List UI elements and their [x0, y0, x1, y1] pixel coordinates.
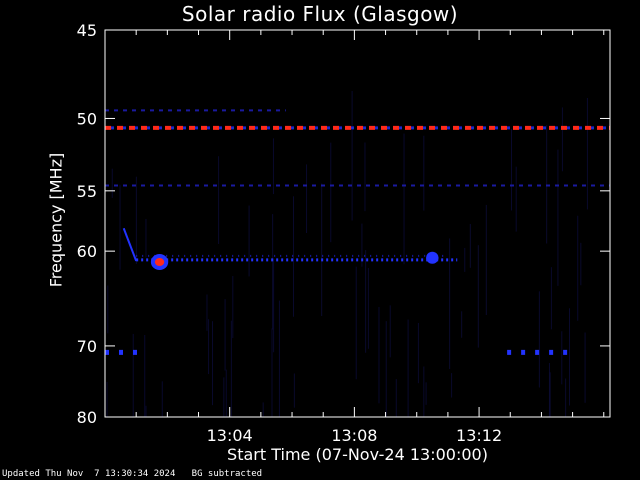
x-tick-label: 13:12 — [456, 426, 502, 445]
plot-frame — [104, 29, 611, 418]
y-tick-label: 70 — [77, 337, 97, 356]
plot-background — [105, 30, 610, 417]
y-tick-label: 45 — [77, 21, 97, 40]
burst-feature — [154, 258, 165, 267]
footer-status: Updated Thu Nov 7 13:30:34 2024 BG subtr… — [2, 469, 263, 479]
y-tick-label: 80 — [77, 408, 97, 427]
chart-title: Solar radio Flux (Glasgow) — [181, 2, 459, 26]
y-tick-label: 55 — [77, 182, 97, 201]
blob-feature — [426, 251, 439, 264]
x-tick-label: 13:08 — [331, 426, 377, 445]
x-axis-label: Start Time (07-Nov-24 13:00:00) — [227, 445, 488, 464]
drift-feature — [122, 227, 138, 262]
x-tick-label: 13:04 — [207, 426, 253, 445]
y-tick-label: 60 — [77, 242, 97, 261]
y-tick-label: 50 — [77, 109, 97, 128]
